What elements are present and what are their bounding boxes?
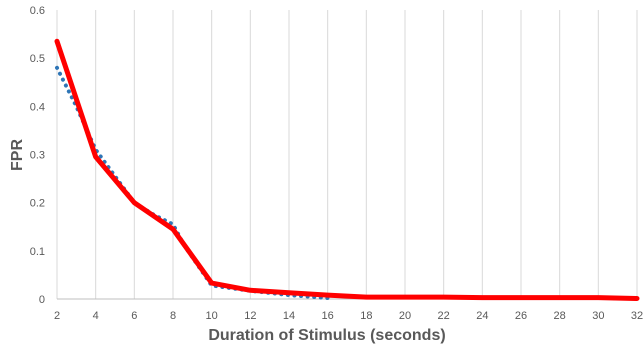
x-tick-label: 22 xyxy=(438,310,450,322)
x-axis-title: Duration of Stimulus (seconds) xyxy=(208,327,445,344)
y-tick-label: 0.3 xyxy=(30,150,45,162)
x-tick-label: 18 xyxy=(360,310,372,322)
x-tick-label: 4 xyxy=(93,310,99,322)
plot-area xyxy=(54,38,640,301)
x-tick-label: 16 xyxy=(322,310,334,322)
y-axis-ticks: 0 0.1 0.2 0.3 0.4 0.5 0.6 xyxy=(30,5,45,306)
x-tick-label: 8 xyxy=(170,310,176,322)
y-tick-label: 0.2 xyxy=(30,198,45,210)
y-tick-label: 0 xyxy=(39,294,45,306)
x-tick-label: 30 xyxy=(592,310,604,322)
y-tick-label: 0.4 xyxy=(30,101,45,113)
x-tick-label: 24 xyxy=(476,310,488,322)
y-tick-label: 0.5 xyxy=(30,53,45,65)
x-tick-label: 28 xyxy=(554,310,566,322)
series-line-solid xyxy=(54,38,640,301)
x-tick-label: 26 xyxy=(515,310,527,322)
x-tick-label: 12 xyxy=(244,310,256,322)
x-tick-label: 14 xyxy=(283,310,295,322)
x-tick-label: 6 xyxy=(131,310,137,322)
x-axis-ticks: 2 4 6 8 10 12 14 16 18 20 22 24 26 28 30 32 xyxy=(54,310,643,322)
x-tick-label: 10 xyxy=(206,310,218,322)
y-tick-label: 0.6 xyxy=(30,5,45,17)
series-line-dotted xyxy=(55,65,330,300)
y-axis-title: FPR xyxy=(9,139,26,171)
y-tick-label: 0.1 xyxy=(30,246,45,258)
x-tick-label: 2 xyxy=(54,310,60,322)
gridlines xyxy=(56,10,638,300)
x-tick-label: 20 xyxy=(399,310,411,322)
x-tick-label: 32 xyxy=(631,310,643,322)
